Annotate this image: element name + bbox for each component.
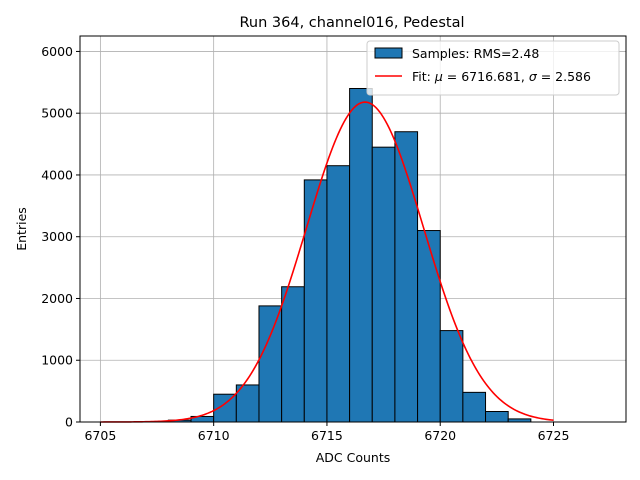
x-tick-label: 6705 (84, 428, 116, 443)
legend: Samples: RMS=2.48 Fit: μ = 6716.681, σ =… (366, 40, 620, 96)
x-tick-label: 6720 (424, 428, 456, 443)
legend-fit-sigma-symbol: σ (529, 69, 538, 84)
histogram-bar (417, 230, 441, 423)
x-tick-label: 6725 (538, 428, 570, 443)
legend-samples-label: Samples: RMS=2.48 (412, 46, 539, 61)
y-tick-label: 0 (65, 415, 73, 430)
legend-fit-prefix: Fit: (412, 69, 435, 84)
legend-fit-mu-symbol: μ (434, 69, 443, 84)
fit-curve-layer (100, 101, 554, 423)
histogram-bar (394, 131, 419, 423)
y-tick-label: 3000 (41, 229, 73, 244)
legend-samples-swatch (374, 47, 403, 59)
histogram-bar (303, 179, 328, 423)
histogram-bar (485, 411, 509, 423)
x-tick-label: 6715 (311, 428, 343, 443)
legend-box (366, 40, 620, 96)
y-axis-ticks: 0 1000 2000 3000 4000 5000 6000 (41, 44, 80, 430)
legend-fit-tail: = 2.586 (537, 69, 591, 84)
histogram-bar (462, 391, 487, 423)
fit-curve (100, 101, 554, 423)
histogram-bar (258, 305, 283, 423)
legend-fit-mid: = 6716.681, (443, 69, 529, 84)
histogram-bar (326, 165, 351, 423)
x-tick-label: 6710 (198, 428, 230, 443)
histogram-bar (371, 146, 396, 423)
histogram-bars (167, 87, 532, 423)
y-tick-label: 6000 (41, 44, 73, 59)
y-tick-label: 4000 (41, 167, 73, 182)
y-tick-label: 2000 (41, 291, 73, 306)
y-tick-label: 5000 (41, 106, 73, 121)
x-axis-ticks: 6705 6710 6715 6720 6725 (84, 422, 569, 443)
plot-frame (79, 35, 627, 423)
x-axis-label: ADC Counts (316, 450, 391, 465)
y-axis-label: Entries (14, 207, 29, 251)
chart-title: Run 364, channel016, Pedestal (239, 15, 464, 31)
y-tick-label: 1000 (41, 353, 73, 368)
histogram-bar (281, 286, 305, 423)
legend-fit-label: Fit: μ = 6716.681, σ = 2.586 (412, 69, 591, 84)
histogram-bar (349, 87, 373, 423)
histogram-bar (439, 330, 464, 423)
